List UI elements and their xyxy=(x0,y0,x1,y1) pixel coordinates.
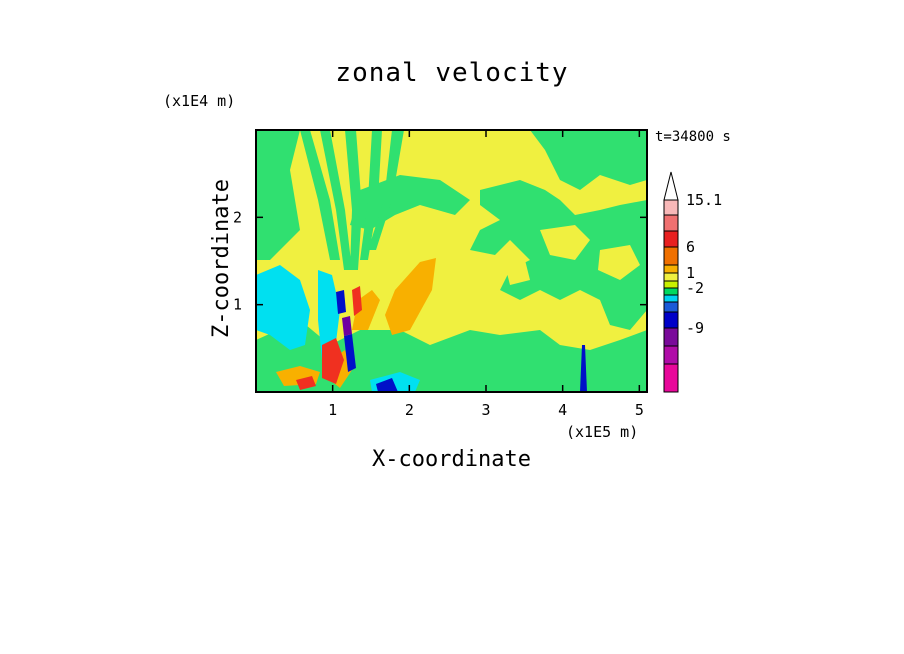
colorbar-label: 1 xyxy=(686,264,695,282)
red-region-core xyxy=(322,338,344,384)
orange-region-mid xyxy=(385,258,436,335)
plot-frame xyxy=(255,129,648,393)
x-tick-label: 5 xyxy=(635,401,644,419)
blue-region-bottom xyxy=(376,378,398,392)
x-tick-label: 1 xyxy=(328,401,337,419)
colorbar-band xyxy=(663,363,679,393)
y-axis-unit: (x1E4 m) xyxy=(163,92,236,110)
colorbar-band xyxy=(663,311,679,329)
blue-region-core-upper xyxy=(336,290,346,314)
cyan-region-core xyxy=(318,270,340,360)
colorbar-label: 6 xyxy=(686,238,695,256)
colorbar-band xyxy=(663,327,679,347)
time-label: t=34800 s xyxy=(655,129,731,145)
colorbar-label: 15.1 xyxy=(686,191,722,209)
colorbar-label: -2 xyxy=(686,279,704,297)
colorbar-band xyxy=(663,287,679,296)
x-axis-unit: (x1E5 m) xyxy=(566,423,639,441)
velocity-field xyxy=(256,130,647,392)
colorbar-band xyxy=(663,230,679,248)
colorbar-band xyxy=(663,301,679,313)
x-ticks: 1 2 3 4 5 xyxy=(328,130,644,419)
x-tick-label: 2 xyxy=(405,401,414,419)
green-region-upper-right xyxy=(530,130,647,190)
purple-region-core xyxy=(342,316,352,336)
colorbar-band xyxy=(663,214,679,232)
red-region-bottom xyxy=(296,376,316,390)
chart-title: zonal velocity xyxy=(335,58,569,88)
blue-region-core-lower xyxy=(344,334,356,372)
colorbar-band xyxy=(663,199,679,216)
colorbar: 15.1 6 1-2 -9 xyxy=(663,171,722,393)
blue-region-right-spike xyxy=(580,345,587,392)
colorbar-band xyxy=(663,294,679,303)
colorbar-extend-max xyxy=(663,171,679,201)
x-tick-label: 3 xyxy=(481,401,490,419)
red-region-streak xyxy=(352,286,362,316)
y-tick-label: 1 xyxy=(233,296,242,314)
colorbar-band xyxy=(663,280,679,289)
green-region-streaks xyxy=(300,130,404,270)
yellow-patch-right xyxy=(505,225,640,285)
y-ticks: 12 xyxy=(233,208,647,314)
x-tick-label: 4 xyxy=(558,401,567,419)
colorbar-label: -9 xyxy=(686,319,704,337)
colorbar-band xyxy=(663,272,679,282)
colorbar-band xyxy=(663,264,679,274)
colorbar-band xyxy=(663,246,679,266)
x-axis-label: X-coordinate xyxy=(372,447,531,472)
green-region-bottom xyxy=(256,320,647,392)
cyan-region-left xyxy=(256,265,310,350)
green-region-upper-left xyxy=(256,130,300,260)
colorbar-band xyxy=(663,345,679,365)
y-tick-label: 2 xyxy=(233,208,242,226)
